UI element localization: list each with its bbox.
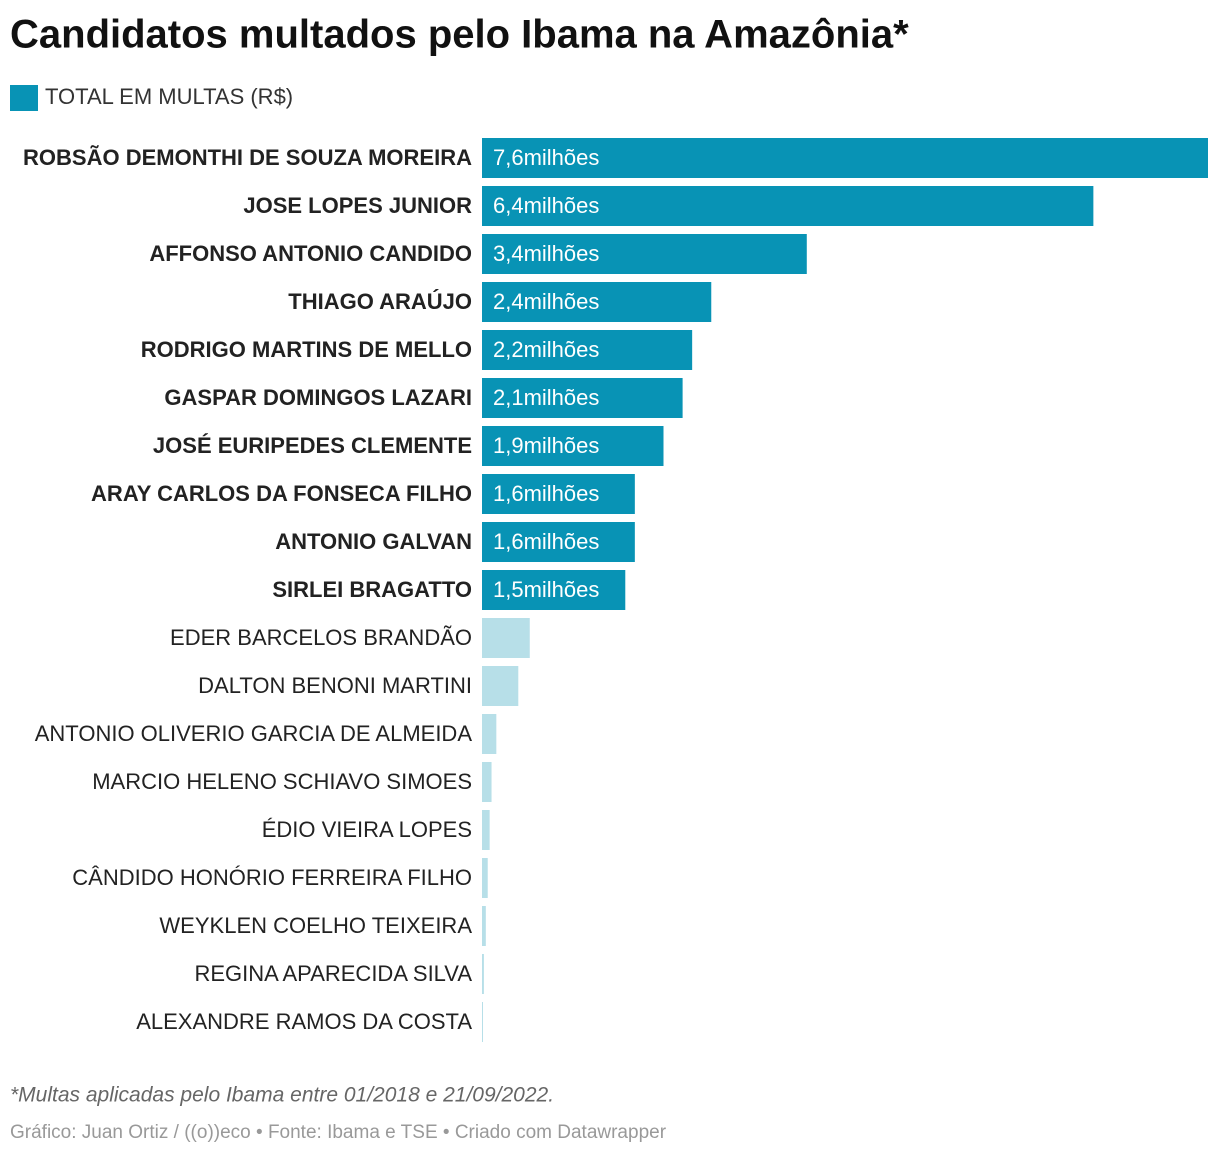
bar	[482, 762, 492, 802]
value-label: 1,6milhões	[493, 529, 599, 554]
value-label: 2,4milhões	[493, 289, 599, 314]
category-label: RODRIGO MARTINS DE MELLO	[141, 337, 472, 362]
value-label: 1,5milhões	[493, 577, 599, 602]
value-label: 2,2milhões	[493, 337, 599, 362]
bar	[482, 234, 807, 274]
category-label: DALTON BENONI MARTINI	[198, 673, 472, 698]
value-label: 2,1milhões	[493, 385, 599, 410]
category-label: ÉDIO VIEIRA LOPES	[262, 817, 472, 842]
chart-title: Candidatos multados pelo Ibama na Amazôn…	[10, 13, 909, 57]
value-label: 3,4milhões	[493, 241, 599, 266]
category-label: JOSE LOPES JUNIOR	[243, 193, 472, 218]
category-label: AFFONSO ANTONIO CANDIDO	[149, 241, 472, 266]
bar	[482, 186, 1094, 226]
bar	[482, 474, 635, 514]
value-label: 1,9milhões	[493, 433, 599, 458]
category-label: SIRLEI BRAGATTO	[272, 577, 472, 602]
bar	[482, 282, 712, 322]
bar	[482, 138, 1208, 178]
bar	[482, 906, 486, 946]
category-label: ROBSÃO DEMONTHI DE SOUZA MOREIRA	[23, 145, 472, 170]
category-label: ANTONIO GALVAN	[275, 529, 472, 554]
notes: *Multas aplicadas pelo Ibama entre 01/20…	[10, 1084, 554, 1107]
bar	[482, 522, 635, 562]
category-label: EDER BARCELOS BRANDÃO	[170, 625, 472, 650]
category-label: ANTONIO OLIVERIO GARCIA DE ALMEIDA	[35, 721, 473, 746]
source: Gráfico: Juan Ortiz / ((o))eco • Fonte: …	[10, 1122, 667, 1143]
bar	[482, 666, 519, 706]
category-label: THIAGO ARAÚJO	[288, 289, 472, 314]
bar	[482, 570, 626, 610]
category-label: ALEXANDRE RAMOS DA COSTA	[136, 1009, 472, 1034]
category-label: WEYKLEN COELHO TEIXEIRA	[159, 913, 472, 938]
category-label: MARCIO HELENO SCHIAVO SIMOES	[92, 769, 472, 794]
category-label: REGINA APARECIDA SILVA	[194, 961, 472, 986]
bar	[482, 426, 664, 466]
legend-label: TOTAL EM MULTAS (R$)	[45, 84, 293, 109]
bar	[482, 330, 693, 370]
category-label: CÂNDIDO HONÓRIO FERREIRA FILHO	[72, 865, 472, 890]
category-label: JOSÉ EURIPEDES CLEMENTE	[153, 433, 472, 458]
category-label: GASPAR DOMINGOS LAZARI	[164, 385, 472, 410]
bar	[482, 618, 530, 658]
value-label: 6,4milhões	[493, 193, 599, 218]
bar	[482, 714, 497, 754]
bar	[482, 810, 490, 850]
bar	[482, 858, 488, 898]
category-label: ARAY CARLOS DA FONSECA FILHO	[91, 481, 472, 506]
bar	[482, 378, 683, 418]
value-label: 7,6milhões	[493, 145, 599, 170]
legend-swatch	[10, 85, 38, 111]
bar	[482, 1002, 483, 1042]
bar	[482, 954, 484, 994]
value-label: 1,6milhões	[493, 481, 599, 506]
